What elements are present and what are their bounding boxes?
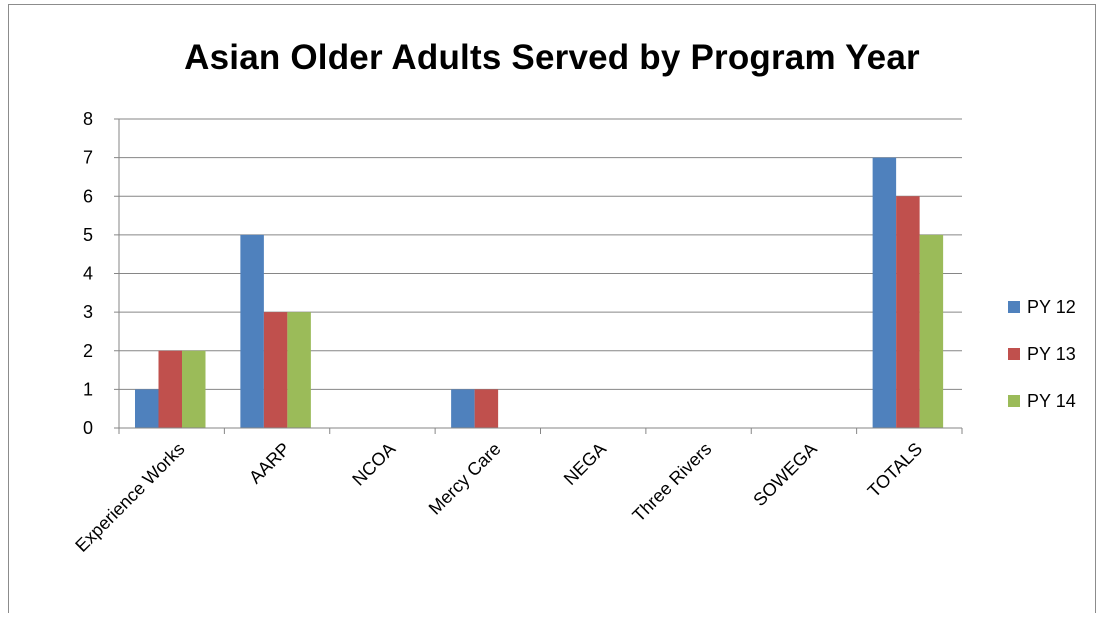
y-tick-label: 0 bbox=[83, 418, 93, 438]
legend-label: PY 13 bbox=[1027, 344, 1076, 364]
x-category-label: NEGA bbox=[560, 439, 610, 489]
x-category-label: NCOA bbox=[348, 439, 399, 490]
y-tick-label: 1 bbox=[83, 379, 93, 399]
y-tick-labels: 0 1 2 3 4 5 6 7 8 bbox=[83, 109, 93, 438]
bar-py-13-experience-works bbox=[158, 350, 182, 428]
legend-swatch bbox=[1008, 348, 1020, 360]
legend: PY 12 PY 13 PY 14 bbox=[1008, 297, 1076, 411]
y-tick-label: 3 bbox=[83, 302, 93, 322]
y-tick-label: 6 bbox=[83, 186, 93, 206]
y-tick-label: 5 bbox=[83, 225, 93, 245]
bar-py-14-aarp bbox=[287, 312, 311, 428]
x-category-label: Experience Works bbox=[71, 439, 188, 556]
bar-py-13-totals bbox=[896, 196, 920, 428]
bars bbox=[135, 157, 944, 428]
bar-py-14-experience-works bbox=[182, 350, 206, 428]
x-category-label: TOTALS bbox=[864, 439, 926, 501]
bar-py-14-totals bbox=[919, 234, 944, 428]
x-category-label: Mercy Care bbox=[425, 439, 505, 519]
axes bbox=[114, 118, 963, 434]
chart-title: Asian Older Adults Served by Program Yea… bbox=[184, 38, 920, 77]
x-category-label: SOWEGA bbox=[749, 439, 820, 510]
x-category-label: Three Rivers bbox=[628, 439, 715, 526]
y-tick-label: 2 bbox=[83, 341, 93, 361]
legend-swatch bbox=[1008, 395, 1020, 407]
x-category-labels: Experience Works AARP NCOA Mercy Care NEGA Th… bbox=[71, 439, 926, 556]
bar-py-12-experience-works bbox=[135, 389, 159, 428]
legend-label: PY 12 bbox=[1027, 297, 1076, 317]
bar-py-12-aarp bbox=[240, 234, 264, 428]
y-tick-label: 4 bbox=[83, 264, 93, 284]
legend-swatch bbox=[1008, 301, 1020, 313]
y-tick-label: 8 bbox=[83, 109, 93, 129]
bar-py-12-totals bbox=[872, 157, 897, 428]
x-category-label: AARP bbox=[245, 439, 294, 488]
bar-py-13-aarp bbox=[263, 312, 288, 428]
y-tick-label: 7 bbox=[83, 148, 93, 168]
bar-py-13-mercy-care bbox=[474, 389, 499, 428]
bar-py-12-mercy-care bbox=[451, 389, 475, 428]
legend-label: PY 14 bbox=[1027, 391, 1076, 411]
